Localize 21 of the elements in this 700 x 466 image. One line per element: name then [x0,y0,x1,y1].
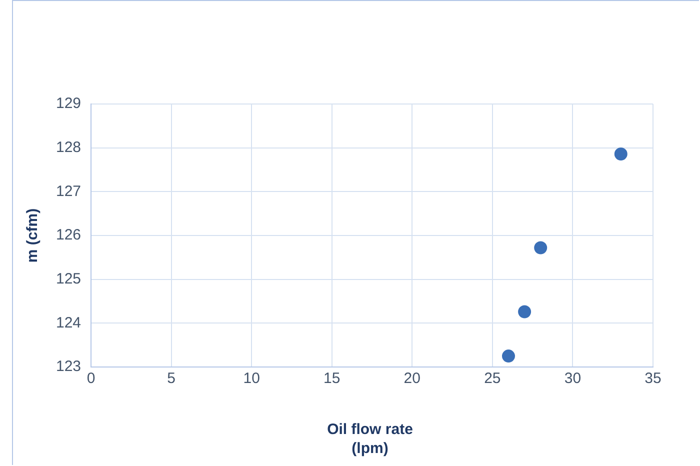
x-tick-label: 0 [86,370,96,388]
y-tick-label: 124 [56,314,82,332]
x-tick-label: 5 [167,370,176,388]
point [614,147,628,160]
y-tick-label: 126 [56,226,82,244]
y-axis-title: m (cfm) [24,208,42,263]
point [502,350,515,363]
x-axis-title: Oil flow rate (lpm) [326,420,414,458]
x-tick-label: 35 [644,370,662,388]
x-tick-label: 20 [404,370,420,388]
y-tick-label: 129 [56,95,82,112]
y-tick-label: 123 [56,358,82,376]
y-tick-label: 128 [56,138,82,156]
y-tick-label: 125 [56,270,82,288]
x-tick-label: 15 [324,370,340,388]
x-tick-label: 30 [564,370,582,388]
x-tick-label: 10 [243,370,260,388]
point [534,241,548,254]
x-tick-label: 25 [484,370,501,388]
y-tick-label: 127 [56,182,82,200]
point [518,305,532,318]
